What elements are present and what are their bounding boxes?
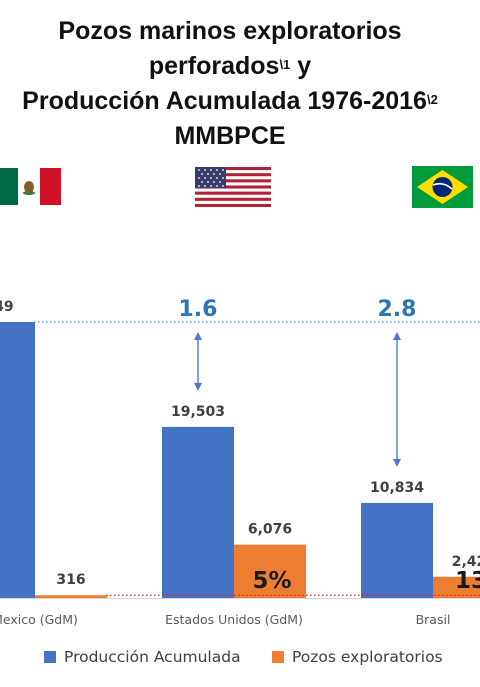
bar-pozos-1 [234,544,306,598]
ratio-arrowhead-bottom-1 [194,382,202,391]
legend-label-pozos: Pozos exploratorios [292,648,443,666]
ratio-arrowhead-top-1 [194,332,202,340]
legend-item-produccion: Producción Acumulada [44,648,241,666]
bar-pozos-0 [35,595,107,598]
bar-pozos-2 [433,576,480,598]
value-label-pozos-0: 316 [56,572,85,588]
usa-flag-icon [195,167,271,207]
title-line-2-text: perforados [148,52,280,80]
bar-produccion-2 [361,502,433,598]
legend: Producción Acumulada Pozos exploratorios [0,648,480,672]
value-label-produccion-2: 10,834 [370,480,424,496]
title-line-3: Producción Acumulada 1976-2016\2 [0,84,480,119]
brazil-flag-icon [412,166,473,208]
title-line-1: Pozos marinos exploratorios [58,17,402,45]
legend-swatch-pozos [272,651,284,663]
category-label-2: Brasil [416,612,451,627]
bar-produccion-0 [0,322,35,598]
bar-produccion-1 [162,426,234,598]
legend-label-produccion: Producción Acumulada [64,648,241,666]
title-footnote-2: \2 [426,92,438,107]
title-line-2-tail: y [290,52,312,80]
pct-label-2: 13 [455,568,480,594]
title-line-3-text: Producción Acumulada 1976-2016 [22,87,427,115]
mexico-flag-icon [0,168,61,205]
category-label-1: Estados Unidos (GdM) [165,612,303,627]
bar-chart: 449 19,503 10,834 316 6,076 2,42 Mexico (GdM) E… [0,297,480,627]
legend-swatch-produccion [44,651,56,663]
pct-label-1: 5% [252,568,291,594]
title-line-2: perforados\1 y [0,49,480,84]
ratio-label-2: 2.8 [378,297,417,322]
value-label-pozos-2: 2,42 [452,554,480,570]
value-label-pozos-1: 6,076 [248,522,292,538]
title-line-4: MMBPCE [174,122,286,150]
title-footnote-1: \1 [279,57,291,72]
value-label-produccion-0: 449 [0,299,14,315]
ratio-arrowhead-bottom-2 [393,458,401,467]
category-label-0: Mexico (GdM) [0,612,78,627]
ratio-arrowhead-top-2 [393,332,401,340]
legend-item-pozos: Pozos exploratorios [272,648,443,666]
chart-title: Pozos marinos exploratorios perforados\1… [0,14,480,154]
ratio-label-1: 1.6 [179,297,218,322]
value-label-produccion-1: 19,503 [171,404,225,420]
